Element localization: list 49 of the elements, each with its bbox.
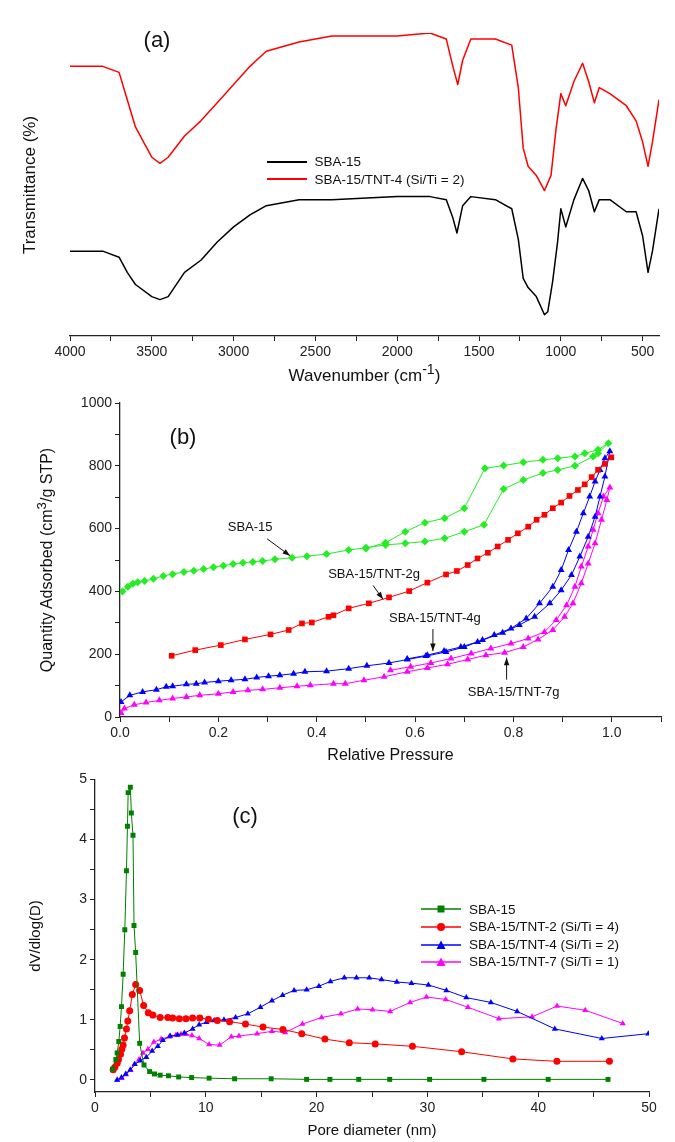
y-tick-label: 5 xyxy=(79,770,88,787)
x-tick-label: 20 xyxy=(308,1099,325,1116)
x-tick-label: 2500 xyxy=(299,343,332,360)
legend-label: SBA-15 xyxy=(469,900,516,919)
series-label: SBA-15 xyxy=(227,518,273,534)
x-tick-label: 50 xyxy=(641,1099,657,1116)
y-tick-label: 800 xyxy=(88,456,113,473)
x-tick-label: 3500 xyxy=(136,343,168,360)
x-tick-label: 0.8 xyxy=(503,724,524,741)
x-axis-title: Relative Pressure xyxy=(327,746,454,764)
y-tick-label: 3 xyxy=(79,890,88,907)
x-tick-label: 1000 xyxy=(545,343,577,360)
legend-label: SBA-15/TNT-7 (Si/Ti = 1) xyxy=(469,953,619,971)
x-tick-label: 500 xyxy=(630,343,655,360)
series-label: SBA-15/TNT-7g xyxy=(467,683,560,699)
series-label: SBA-15/TNT-2g xyxy=(328,566,420,582)
chart-title: (a) xyxy=(143,26,171,53)
x-axis-title: Wavenumber (cm$^{-1}$) xyxy=(288,361,441,386)
y-tick-label: 0 xyxy=(79,1070,88,1087)
x-axis-title: Pore diameter (nm) xyxy=(307,1120,437,1139)
x-tick-label: 3000 xyxy=(218,343,250,360)
y-tick-label: 600 xyxy=(88,519,113,536)
y-tick-label: 200 xyxy=(88,645,113,662)
text: (b) xyxy=(169,423,197,450)
x-tick-label: 2000 xyxy=(381,343,413,360)
x-tick-label: 4000 xyxy=(54,343,86,360)
y-tick-label: 2 xyxy=(79,950,88,967)
y-axis-title: Transmittance (%) xyxy=(19,115,40,254)
series-label: SBA-15/TNT-4g xyxy=(389,609,481,626)
y-tick-label: 1000 xyxy=(80,393,113,410)
x-tick-label: 0.6 xyxy=(405,724,426,741)
y-axis-title: dV/dlog(D) xyxy=(25,899,44,972)
legend-label: SBA-15/TNT-4 (Si/Ti = 2) xyxy=(314,170,465,189)
y-tick-label: 4 xyxy=(79,830,88,847)
y-tick-label: 0 xyxy=(104,707,113,724)
y-tick-label: 1 xyxy=(79,1010,88,1027)
x-tick-label: 0.2 xyxy=(208,724,229,741)
x-tick-label: 40 xyxy=(530,1099,547,1116)
x-tick-label: 0.4 xyxy=(306,724,327,741)
x-tick-label: 0.0 xyxy=(110,724,130,741)
x-tick-label: 1.0 xyxy=(602,724,622,741)
y-tick-label: 400 xyxy=(88,582,113,599)
legend-label: SBA-15 xyxy=(314,153,362,171)
x-tick-label: 10 xyxy=(198,1099,214,1116)
legend-label: SBA-15/TNT-2 (Si/Ti = 4) xyxy=(469,918,619,936)
x-tick-label: 30 xyxy=(419,1099,436,1116)
x-tick-label: 1500 xyxy=(463,343,495,360)
text: (c) xyxy=(232,803,258,829)
legend-label: SBA-15/TNT-4 (Si/Ti = 2) xyxy=(469,935,619,954)
